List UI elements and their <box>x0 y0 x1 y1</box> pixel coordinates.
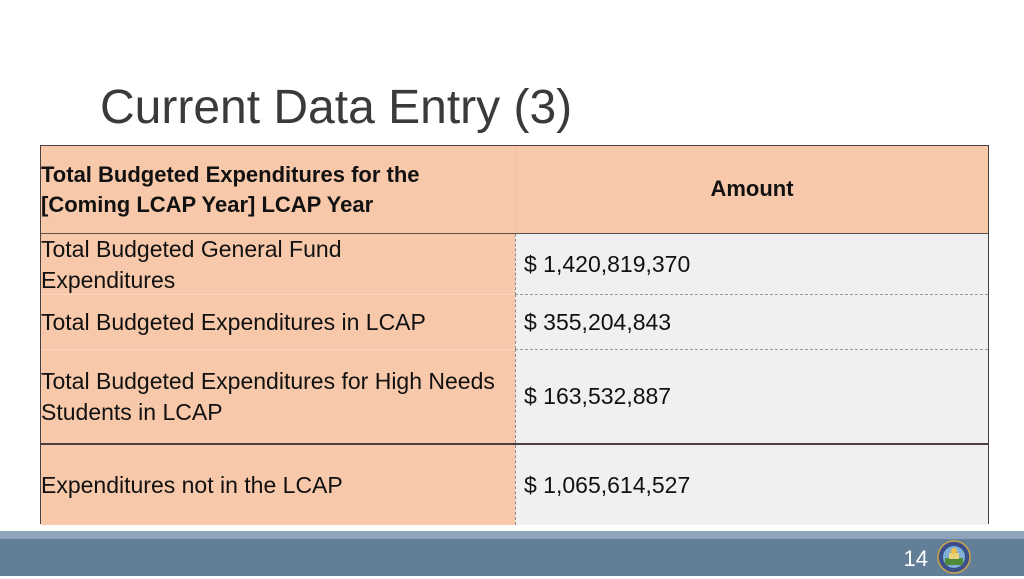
header-amount-cell: Amount <box>515 146 988 233</box>
table-header-row: Total Budgeted Expenditures for the [Com… <box>41 146 988 233</box>
row-amount: $ 163,532,887 <box>515 349 988 443</box>
state-seal-icon <box>937 540 971 579</box>
row-label: Expenditures not in the LCAP <box>41 445 515 525</box>
row-label: Total Budgeted Expenditures in LCAP <box>41 294 515 349</box>
header-label-cell: Total Budgeted Expenditures for the [Com… <box>41 146 515 233</box>
footer-accent-band <box>0 531 1024 539</box>
row-label: Total Budgeted General Fund Expenditures <box>41 234 515 295</box>
row-amount: $ 1,065,614,527 <box>515 445 988 525</box>
row-amount: $ 1,420,819,370 <box>515 234 988 295</box>
table-row: Total Budgeted General Fund Expenditures… <box>41 233 988 295</box>
row-amount: $ 355,204,843 <box>515 294 988 349</box>
table-row: Total Budgeted Expenditures in LCAP $ 35… <box>41 294 988 349</box>
expenditures-table: Total Budgeted Expenditures for the [Com… <box>40 145 989 525</box>
slide-title: Current Data Entry (3) <box>100 81 573 134</box>
page-number: 14 <box>903 546 928 571</box>
footer-bar <box>0 539 1024 576</box>
table-row: Total Budgeted Expenditures for High Nee… <box>41 349 988 443</box>
row-label: Total Budgeted Expenditures for High Nee… <box>41 349 515 443</box>
table-row: Expenditures not in the LCAP $ 1,065,614… <box>41 443 988 525</box>
